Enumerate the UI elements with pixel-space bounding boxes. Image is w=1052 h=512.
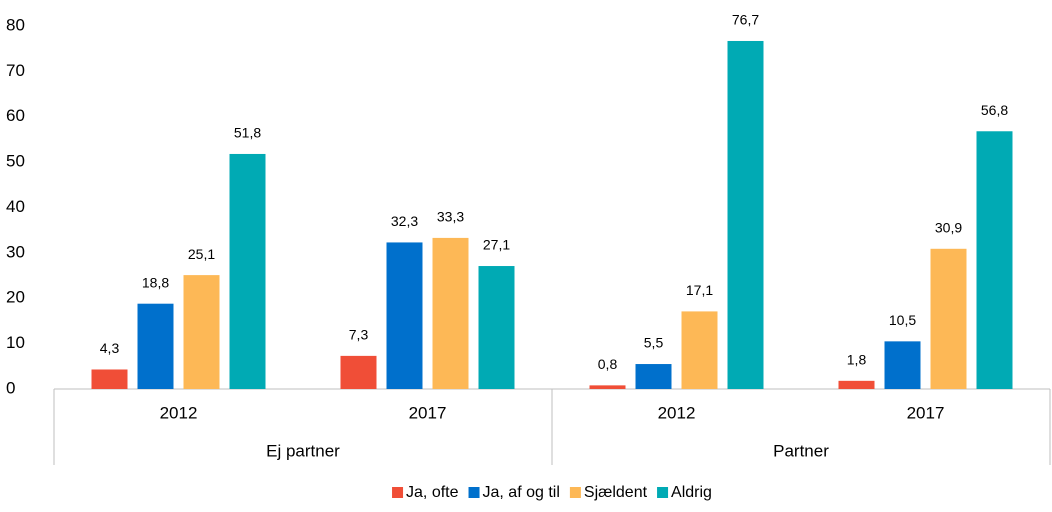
value-label: 0,8 xyxy=(598,356,618,372)
x-tick-label: 2012 xyxy=(160,403,198,422)
bar xyxy=(340,355,377,389)
y-tick-label: 10 xyxy=(6,333,25,352)
legend-label: Ja, ofte xyxy=(406,484,459,501)
value-label: 10,5 xyxy=(889,312,916,328)
bar xyxy=(930,248,967,389)
value-label: 32,3 xyxy=(391,213,418,229)
legend-label: Aldrig xyxy=(671,484,712,501)
y-tick-label: 40 xyxy=(6,197,25,216)
value-label: 51,8 xyxy=(234,125,261,141)
bar xyxy=(884,341,921,389)
legend-swatch xyxy=(569,487,581,498)
bar xyxy=(432,237,469,389)
group-label: Ej partner xyxy=(266,441,340,460)
value-label: 56,8 xyxy=(981,102,1008,118)
x-tick-label: 2012 xyxy=(658,403,696,422)
legend-swatch xyxy=(468,487,480,498)
y-tick-label: 20 xyxy=(6,288,25,307)
value-label: 27,1 xyxy=(483,237,510,253)
bar xyxy=(681,311,718,389)
y-tick-label: 70 xyxy=(6,61,25,80)
legend-label: Ja, af og til xyxy=(483,484,560,501)
bar xyxy=(91,369,128,389)
value-label: 17,1 xyxy=(686,282,713,298)
bar xyxy=(589,385,626,389)
value-label: 18,8 xyxy=(142,274,169,290)
y-tick-label: 60 xyxy=(6,106,25,125)
legend-swatch xyxy=(657,487,669,498)
y-tick-label: 0 xyxy=(6,378,15,397)
x-tick-label: 2017 xyxy=(409,403,447,422)
value-label: 25,1 xyxy=(188,246,215,262)
value-label: 30,9 xyxy=(935,219,962,235)
value-label: 7,3 xyxy=(349,327,369,343)
bar xyxy=(635,364,672,389)
bar xyxy=(727,40,764,389)
y-tick-label: 30 xyxy=(6,242,25,261)
value-label: 33,3 xyxy=(437,209,464,225)
group-label: Partner xyxy=(773,441,829,460)
value-label: 76,7 xyxy=(732,12,759,28)
y-tick-label: 50 xyxy=(6,152,25,171)
bar xyxy=(478,266,515,389)
bar xyxy=(183,275,220,389)
legend-swatch xyxy=(392,487,404,498)
value-label: 4,3 xyxy=(100,340,120,356)
legend-label: Sjældent xyxy=(584,484,648,501)
bar xyxy=(838,380,875,389)
x-tick-label: 2017 xyxy=(907,403,945,422)
bar xyxy=(976,131,1013,389)
y-tick-label: 80 xyxy=(6,15,25,34)
value-label: 5,5 xyxy=(644,335,664,351)
bar xyxy=(229,153,266,389)
value-label: 1,8 xyxy=(847,352,867,368)
bar xyxy=(137,303,174,389)
bar xyxy=(386,242,423,389)
